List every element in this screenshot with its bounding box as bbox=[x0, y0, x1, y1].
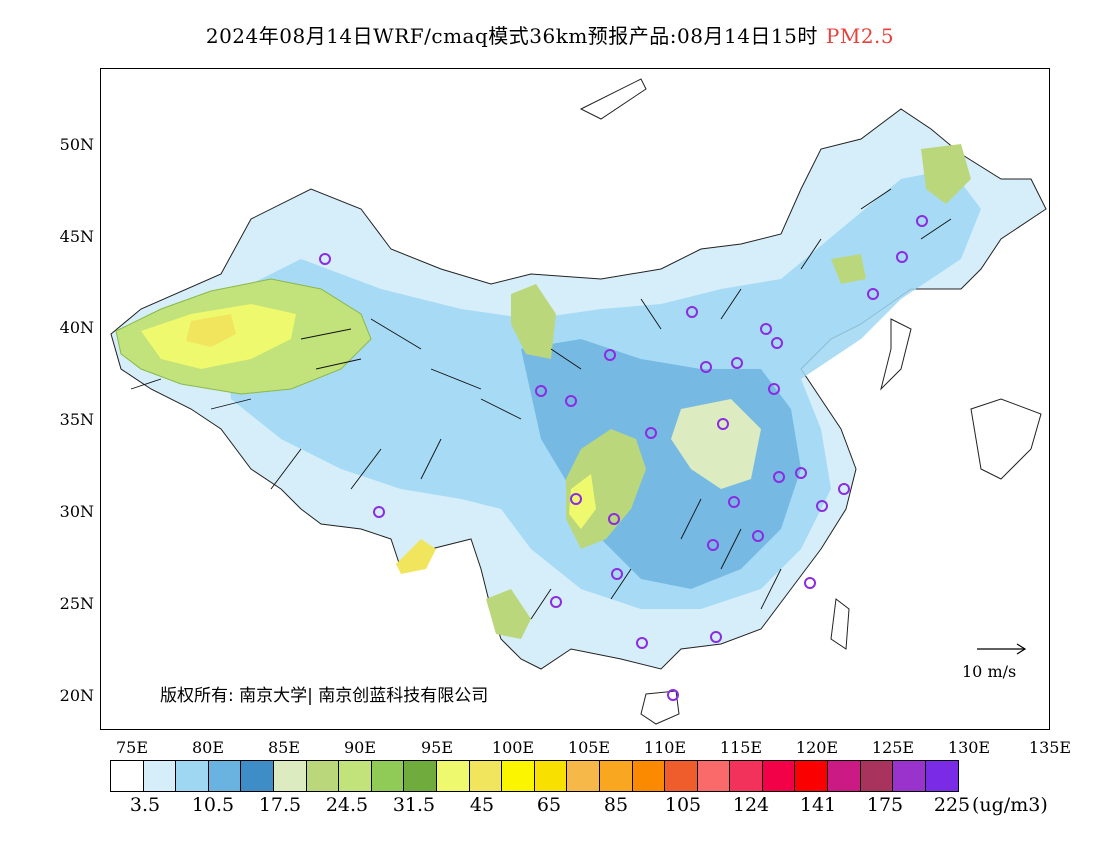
copyright-text: 版权所有: 南京大学| 南京创蓝科技有限公司 bbox=[160, 686, 489, 706]
colorbar-tick: 10.5 bbox=[191, 794, 235, 816]
colorbar-swatch bbox=[111, 761, 144, 791]
alashan-zone bbox=[511, 284, 556, 359]
yunnan-zone bbox=[486, 589, 531, 639]
colorbar-tick: 65 bbox=[536, 794, 562, 816]
colorbar-swatch bbox=[339, 761, 372, 791]
colorbar-tick: 85 bbox=[603, 794, 629, 816]
taklimakan-hotspot bbox=[186, 314, 236, 347]
lat-label-50n: 50N bbox=[59, 135, 94, 154]
pollutant-label: PM2.5 bbox=[825, 24, 895, 48]
wind-reference-arrow bbox=[977, 643, 1027, 655]
lon-label-120e: 120E bbox=[795, 738, 839, 757]
taiwan-outline bbox=[830, 598, 850, 650]
pm25-map bbox=[110, 78, 1047, 725]
colorbar-swatch bbox=[567, 761, 600, 791]
northeast-zone-1 bbox=[921, 144, 971, 204]
colorbar-swatch bbox=[143, 761, 177, 791]
colorbar-swatch bbox=[436, 761, 470, 791]
colorbar-unit: (ug/m3) bbox=[972, 794, 1048, 816]
colorbar-tick: 124 bbox=[732, 794, 770, 816]
colorbar-swatch bbox=[502, 761, 535, 791]
colorbar-swatch bbox=[306, 761, 340, 791]
tibet-south-hotspot bbox=[396, 539, 436, 574]
colorbar-swatch bbox=[665, 761, 698, 791]
lon-label-85e: 85E bbox=[267, 738, 301, 757]
korea-outline bbox=[880, 318, 912, 391]
colorbar-tick: 45 bbox=[469, 794, 495, 816]
colorbar-tick: 24.5 bbox=[325, 794, 369, 816]
wind-vectors bbox=[130, 188, 952, 620]
colorbar-swatch bbox=[795, 761, 829, 791]
japan-outline bbox=[970, 398, 1042, 480]
lat-label-40n: 40N bbox=[59, 318, 94, 337]
title-text: 2024年08月14日WRF/cmaq模式36km预报产品:08月14日15时 bbox=[205, 24, 818, 48]
colorbar-tick: 3.5 bbox=[129, 794, 161, 816]
lat-label-45n: 45N bbox=[59, 227, 94, 246]
map-title: 2024年08月14日WRF/cmaq模式36km预报产品:08月14日15时 P… bbox=[0, 20, 1100, 49]
hainan-outline bbox=[640, 690, 680, 725]
lat-label-20n: 20N bbox=[59, 686, 94, 705]
colorbar-swatch bbox=[697, 761, 731, 791]
colorbar-swatch bbox=[599, 761, 633, 791]
lon-label-130e: 130E bbox=[947, 738, 991, 757]
lat-label-35n: 35N bbox=[59, 410, 94, 429]
colorbar-swatch bbox=[730, 761, 763, 791]
lon-label-105e: 105E bbox=[567, 738, 611, 757]
colorbar-swatch bbox=[632, 761, 666, 791]
lat-label-30n: 30N bbox=[59, 502, 94, 521]
north-china-zone bbox=[671, 399, 761, 489]
lake-baikal bbox=[579, 78, 647, 120]
colorbar-swatch bbox=[925, 761, 959, 791]
lon-label-75e: 75E bbox=[115, 738, 149, 757]
colorbar-swatch bbox=[534, 761, 568, 791]
lon-label-135e: 135E bbox=[1028, 738, 1072, 757]
lon-label-110e: 110E bbox=[643, 738, 687, 757]
station-markers bbox=[319, 215, 928, 701]
colorbar-tick: 141 bbox=[799, 794, 837, 816]
colorbar-swatch bbox=[762, 761, 796, 791]
lon-label-90e: 90E bbox=[343, 738, 377, 757]
lon-label-115e: 115E bbox=[719, 738, 763, 757]
colorbar-swatch bbox=[828, 761, 861, 791]
colorbar-swatch bbox=[241, 761, 274, 791]
sichuan-core bbox=[569, 474, 596, 529]
colorbar-tick: 225 bbox=[933, 794, 971, 816]
map-panel[interactable] bbox=[100, 68, 1050, 730]
colorbar-tick: 105 bbox=[664, 794, 702, 816]
colorbar-tick: 175 bbox=[866, 794, 904, 816]
colorbar-swatch bbox=[176, 761, 209, 791]
colorbar-swatch bbox=[469, 761, 503, 791]
lon-label-100e: 100E bbox=[491, 738, 535, 757]
colorbar-swatch bbox=[371, 761, 405, 791]
colorbar-tick: 31.5 bbox=[392, 794, 436, 816]
lat-label-25n: 25N bbox=[59, 594, 94, 613]
colorbar-swatch bbox=[208, 761, 242, 791]
lon-label-95e: 95E bbox=[420, 738, 454, 757]
colorbar-swatch bbox=[860, 761, 894, 791]
colorbar bbox=[110, 760, 960, 792]
northeast-zone-2 bbox=[831, 254, 866, 284]
colorbar-swatch bbox=[273, 761, 307, 791]
colorbar-swatch bbox=[404, 761, 437, 791]
lon-label-80e: 80E bbox=[191, 738, 225, 757]
colorbar-tick: 17.5 bbox=[258, 794, 302, 816]
wind-reference-label: 10 m/s bbox=[962, 662, 1017, 681]
colorbar-swatch bbox=[893, 761, 926, 791]
lon-label-125e: 125E bbox=[871, 738, 915, 757]
